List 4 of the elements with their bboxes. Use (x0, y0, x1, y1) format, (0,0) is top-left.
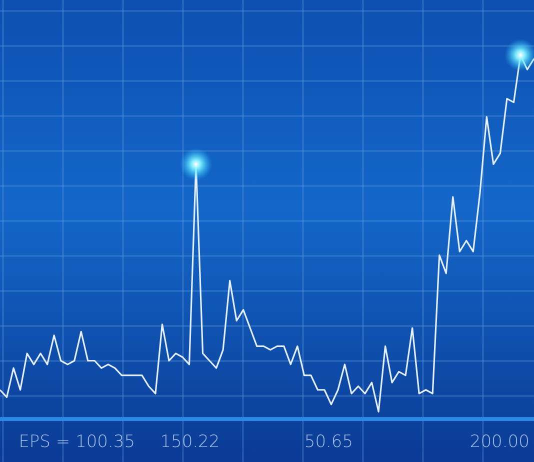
text: 50.65 (304, 432, 354, 452)
text: 150.22 (160, 432, 220, 452)
text: 200.00 (470, 432, 530, 452)
text: EPS = 100.35 (18, 432, 136, 452)
